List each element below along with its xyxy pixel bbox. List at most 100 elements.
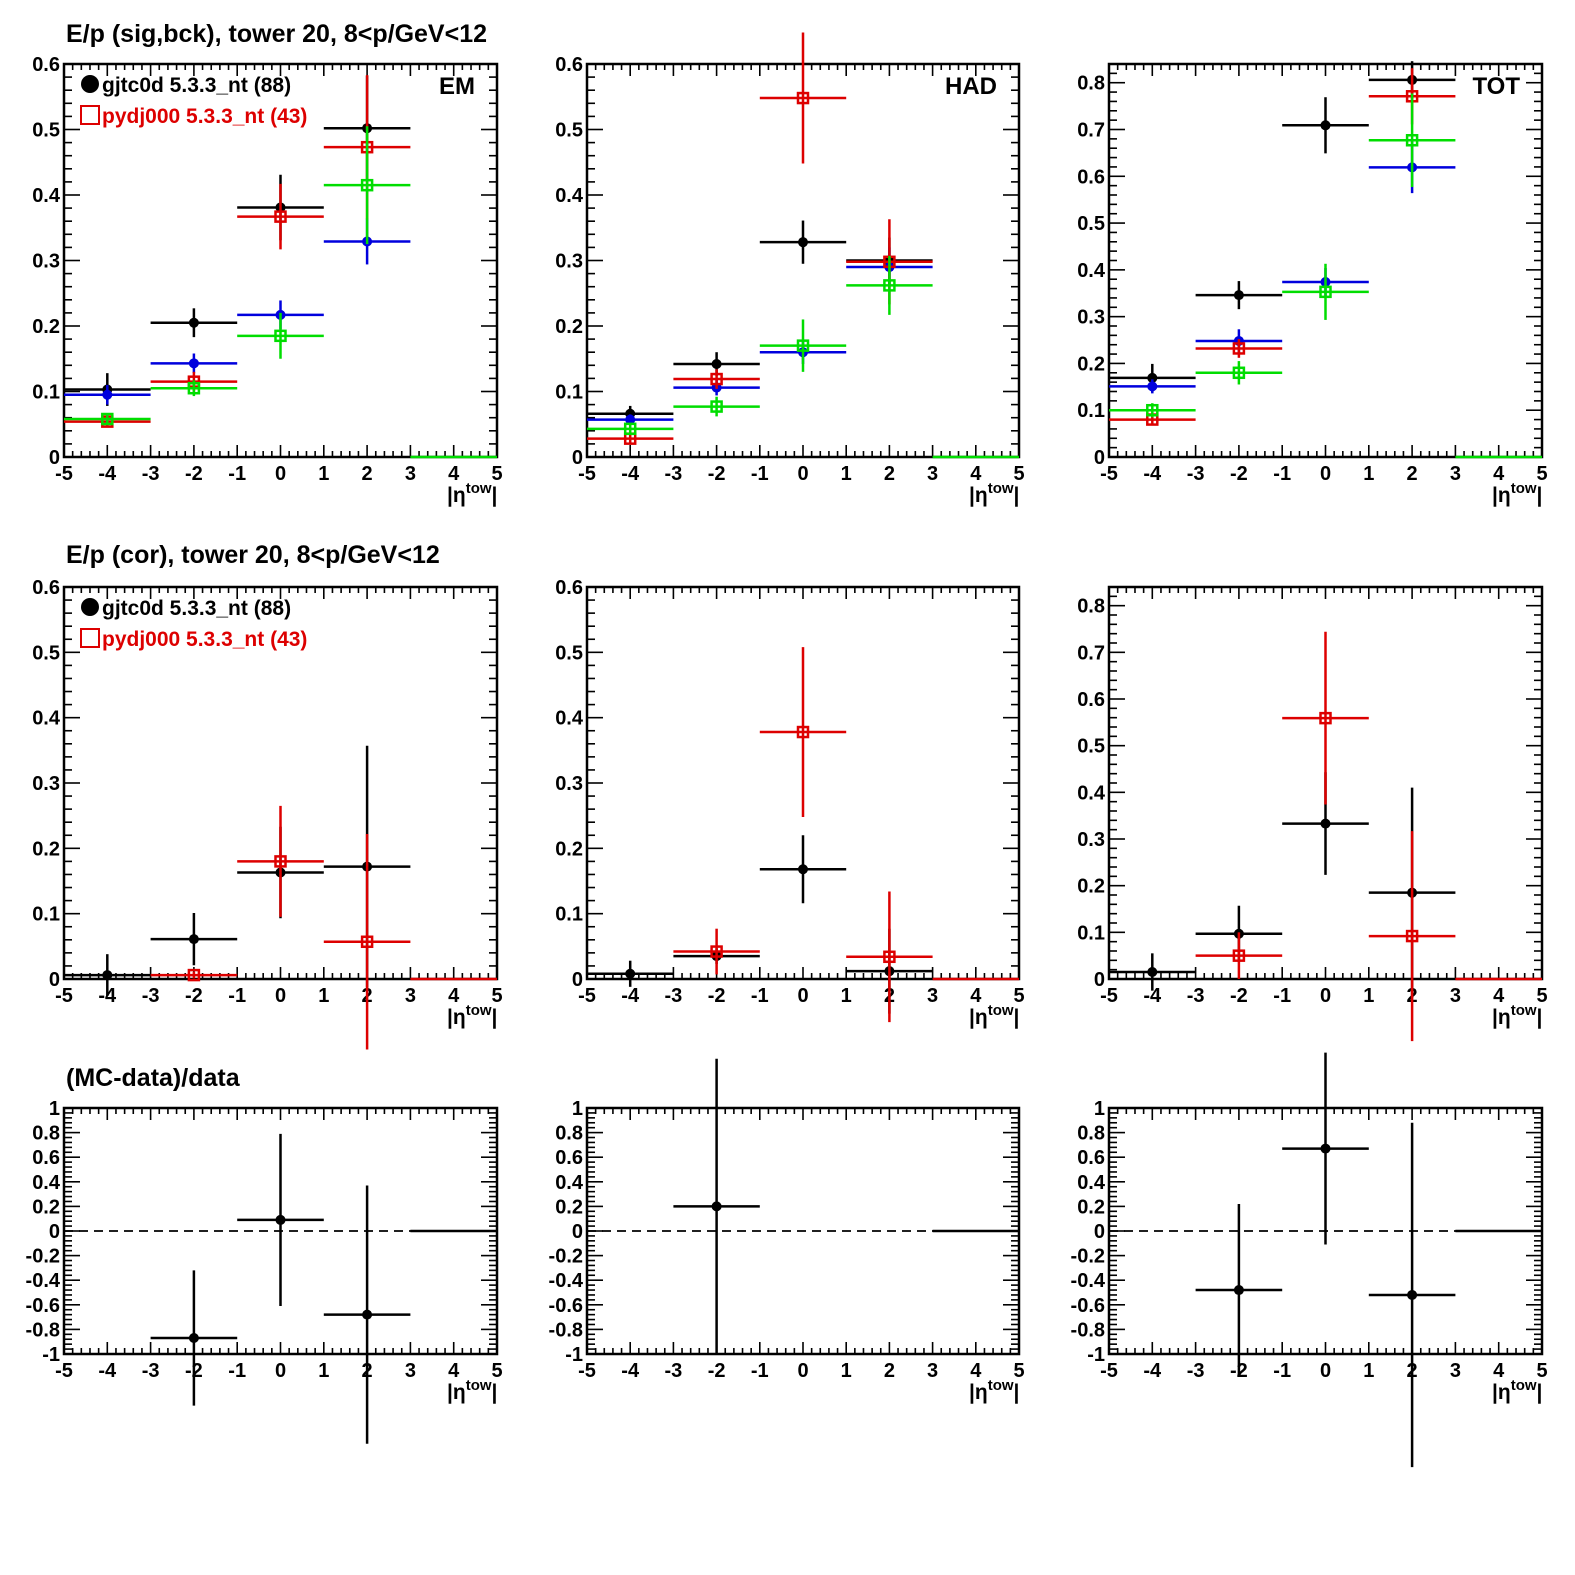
x-tick-label: -2: [185, 463, 203, 485]
legend-label: gjtc0d 5.3.3_nt (88): [102, 74, 291, 97]
marker-square: [623, 422, 637, 436]
y-tick-label: -0.6: [1071, 1295, 1105, 1317]
y-tick-label: 1: [1094, 1098, 1105, 1120]
x-tick-label: -1: [228, 1360, 246, 1382]
x-tick-label: 3: [1450, 463, 1461, 485]
x-tick-label: -5: [578, 463, 596, 485]
series-red: [150, 805, 411, 1050]
x-tick-label: -2: [708, 1360, 726, 1382]
y-tick-label: 0.3: [32, 251, 60, 273]
x-axis-label: |ηtow|: [447, 1377, 497, 1404]
data-point: [1368, 831, 1456, 1042]
x-tick-label: 4: [448, 1360, 460, 1382]
x-tick-label: 0: [275, 985, 286, 1007]
x-tick-label: -5: [578, 1360, 596, 1382]
x-tick-label: 3: [405, 1360, 416, 1382]
x-tick-label: 5: [1013, 463, 1024, 485]
x-tick-label: 0: [275, 1360, 286, 1382]
y-tick-label: 0.8: [1077, 596, 1105, 618]
data-point: [759, 32, 847, 164]
x-tick-label: -1: [1273, 1360, 1291, 1382]
series-blue: [64, 218, 411, 405]
x-tick-label: -3: [142, 985, 160, 1007]
x-ticks: [1108, 64, 1543, 457]
y-tick-label: 0.8: [1077, 73, 1105, 95]
x-tick-label: 3: [1450, 1360, 1461, 1382]
series-black: [64, 745, 411, 996]
y-tick-label: 0.1: [32, 382, 60, 404]
marker-square: [1232, 342, 1246, 355]
x-tick-label: 1: [1363, 985, 1374, 1007]
data-point: [237, 183, 324, 250]
x-tick-label: 5: [1536, 1360, 1547, 1382]
x-tick-label: 5: [491, 463, 502, 485]
y-tick-label: 0.5: [555, 642, 583, 664]
y-tick-label: 0: [572, 447, 583, 469]
x-tick-label: -5: [1100, 1360, 1118, 1382]
marker-circle: [625, 968, 636, 979]
y-tick-label: 0.4: [32, 708, 61, 730]
panel-p11: -5 -4 -3 -2 -1 0 1 2 3 4 5 0 0.1 0.2 0.3 0.4 0.5 0.6 |ηtow…: [32, 54, 502, 507]
legend-marker-circle: [81, 598, 99, 616]
x-ticks: [586, 64, 1020, 457]
x-tick-label: 1: [318, 463, 329, 485]
data-point: [1282, 631, 1369, 805]
legend: gjtc0d 5.3.3_nt (88) pydj000 5.3.3_nt (43…: [80, 74, 307, 128]
marker-circle: [798, 237, 808, 248]
x-tick-label: -4: [98, 1360, 117, 1382]
y-tick-label: 0.3: [32, 773, 60, 795]
y-tick-label: 0.1: [32, 904, 60, 926]
data-point: [237, 805, 324, 917]
y-tick-label: 0.3: [555, 251, 583, 273]
series-red: [673, 647, 933, 1023]
marker-square: [1146, 403, 1159, 417]
x-tick-label: -5: [1100, 985, 1118, 1007]
x-tick-label: 4: [970, 463, 982, 485]
x-ticks: [63, 1108, 498, 1354]
x-tick-label: 5: [1013, 985, 1024, 1007]
y-tick-label: 0.6: [1077, 1147, 1105, 1169]
y-tick-label: 0.1: [555, 382, 583, 404]
legend-marker-circle: [81, 75, 99, 93]
data-point: [759, 647, 847, 817]
y-tick-label: 0.5: [32, 120, 60, 142]
y-tick-label: -1: [565, 1344, 583, 1366]
data-point: [759, 835, 847, 904]
x-axis-label: |ηtow|: [1492, 1377, 1542, 1404]
x-tick-label: -3: [142, 1360, 160, 1382]
y-tick-label: 0.6: [1077, 166, 1105, 188]
x-axis-label: |ηtow|: [969, 480, 1019, 507]
data-point: [64, 412, 151, 426]
data-point: [846, 891, 933, 1023]
data-point: [323, 833, 411, 1050]
y-tick-label: 0.4: [555, 185, 584, 207]
x-tick-label: -1: [1273, 463, 1291, 485]
x-ticks: [1108, 587, 1543, 979]
y-tick-label: 0.3: [555, 773, 583, 795]
x-tick-label: -1: [751, 1360, 769, 1382]
data-point: [237, 1133, 324, 1307]
panel-p33: -5-4-3-2-1012345-1-0.8-0.6-0.4-0.200.20.…: [1071, 1052, 1548, 1468]
marker-circle: [188, 934, 199, 945]
x-tick-label: -2: [708, 463, 726, 485]
y-tick-label: 0.6: [555, 1147, 583, 1169]
panel-label-had: HAD: [945, 73, 997, 100]
panel-p22: -5-4-3-2-101234500.10.20.30.40.50.6|ηtow…: [555, 577, 1024, 1029]
x-axis-label: |ηtow|: [969, 1377, 1019, 1404]
x-tick-label: 2: [884, 463, 895, 485]
x-tick-label: -3: [665, 1360, 683, 1382]
row-title-mc-data-ratio: (MC-data)/data: [66, 1064, 240, 1092]
y-tick-label: 0.4: [32, 1172, 61, 1194]
panel-p21: -5-4-3-2-101234500.10.20.30.40.50.6|ηtow…: [32, 577, 503, 1050]
x-tick-label: -5: [55, 463, 73, 485]
y-tick-label: 0.4: [32, 185, 61, 207]
marker-square: [883, 279, 896, 292]
x-axis-label: |ηtow|: [447, 1002, 497, 1029]
x-tick-label: -3: [1187, 1360, 1205, 1382]
x-tick-label: -3: [1187, 985, 1205, 1007]
y-tick-label: -0.8: [26, 1319, 60, 1341]
y-tick-label: 0.4: [555, 708, 584, 730]
x-tick-label: -4: [1143, 1360, 1162, 1382]
legend-marker-square: [80, 105, 100, 125]
x-tick-label: 5: [1536, 985, 1547, 1007]
